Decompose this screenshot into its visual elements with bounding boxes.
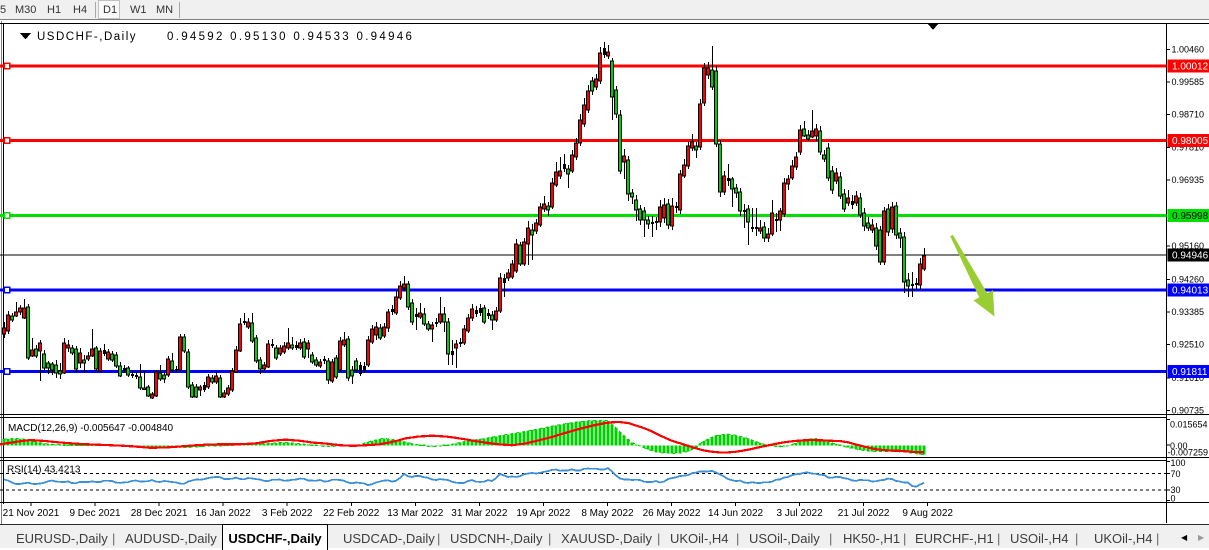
svg-text:0.94592 0.95130 0.94533 0.9494: 0.94592 0.95130 0.94533 0.94946 bbox=[167, 31, 414, 43]
svg-text:70: 70 bbox=[1171, 469, 1181, 479]
svg-text:0: 0 bbox=[1171, 494, 1176, 504]
svg-text:MACD(12,26,9) -0.005647 -0.004: MACD(12,26,9) -0.005647 -0.004840 bbox=[8, 423, 174, 434]
svg-text:1.00012: 1.00012 bbox=[1172, 62, 1209, 73]
svg-text:0.99585: 0.99585 bbox=[1172, 77, 1205, 87]
svg-text:0.94260: 0.94260 bbox=[1172, 275, 1205, 285]
svg-text:3 Jul 2022: 3 Jul 2022 bbox=[777, 508, 824, 519]
svg-text:0.98005: 0.98005 bbox=[1172, 136, 1209, 147]
svg-text:-0.007259: -0.007259 bbox=[1168, 448, 1209, 458]
svg-text:0.93385: 0.93385 bbox=[1172, 307, 1205, 317]
svg-text:USDCHF-,Daily: USDCHF-,Daily bbox=[37, 31, 137, 43]
svg-text:22 Feb 2022: 22 Feb 2022 bbox=[323, 508, 380, 519]
svg-text:19 Apr 2022: 19 Apr 2022 bbox=[516, 508, 570, 519]
svg-text:9 Aug 2022: 9 Aug 2022 bbox=[902, 508, 953, 519]
svg-text:28 Dec 2021: 28 Dec 2021 bbox=[131, 508, 188, 519]
svg-text:0.94013: 0.94013 bbox=[1172, 286, 1209, 297]
svg-text:26 May 2022: 26 May 2022 bbox=[643, 508, 701, 519]
svg-text:21 Nov 2021: 21 Nov 2021 bbox=[3, 508, 60, 519]
svg-text:0.96935: 0.96935 bbox=[1172, 175, 1205, 185]
svg-text:RSI(14) 43.4213: RSI(14) 43.4213 bbox=[7, 465, 81, 476]
svg-text:1.00460: 1.00460 bbox=[1172, 44, 1205, 54]
svg-text:0.92510: 0.92510 bbox=[1172, 340, 1205, 350]
svg-text:13 Mar 2022: 13 Mar 2022 bbox=[387, 508, 444, 519]
svg-text:0.015654: 0.015654 bbox=[1170, 420, 1208, 430]
svg-text:9 Dec 2021: 9 Dec 2021 bbox=[69, 508, 121, 519]
svg-text:3 Feb 2022: 3 Feb 2022 bbox=[262, 508, 313, 519]
svg-text:0.94946: 0.94946 bbox=[1172, 251, 1209, 262]
svg-text:0.91811: 0.91811 bbox=[1172, 367, 1208, 378]
svg-text:0.98710: 0.98710 bbox=[1172, 109, 1205, 119]
svg-text:16 Jan 2022: 16 Jan 2022 bbox=[196, 508, 251, 519]
svg-text:0.90735: 0.90735 bbox=[1172, 405, 1205, 415]
svg-text:21 Jul 2022: 21 Jul 2022 bbox=[838, 508, 890, 519]
svg-text:100: 100 bbox=[1171, 458, 1186, 468]
svg-text:0.95998: 0.95998 bbox=[1172, 211, 1209, 222]
svg-text:8 May 2022: 8 May 2022 bbox=[581, 508, 634, 519]
svg-text:14 Jun 2022: 14 Jun 2022 bbox=[708, 508, 763, 519]
svg-text:31 Mar 2022: 31 Mar 2022 bbox=[451, 508, 508, 519]
